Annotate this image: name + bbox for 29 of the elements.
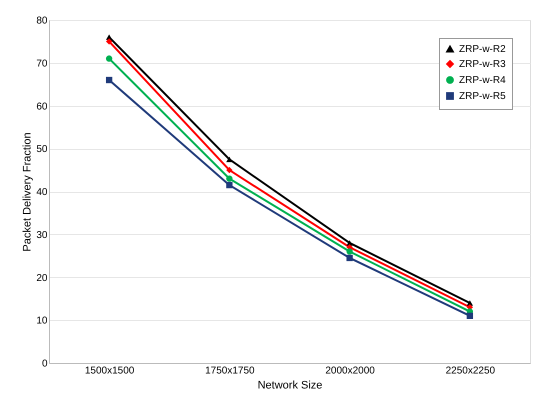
y-axis-title: Packet Delivery Fraction <box>21 132 34 252</box>
legend-label: ZRP-w-R4 <box>459 75 506 86</box>
point <box>346 248 353 255</box>
legend-label: ZRP-w-R5 <box>459 91 506 102</box>
y-tick-label: 60 <box>36 101 48 112</box>
y-tick-label: 20 <box>36 272 48 284</box>
x-tick-label: 1500x1500 <box>84 366 135 376</box>
y-tick-label: 40 <box>36 187 48 198</box>
point <box>106 76 112 84</box>
x-axis-title: Network Size <box>258 380 322 392</box>
y-tick-label: 30 <box>36 230 48 241</box>
point <box>346 254 353 262</box>
point <box>106 55 112 62</box>
x-tick-label: 2250x2250 <box>446 366 496 376</box>
point <box>226 156 233 162</box>
point <box>106 38 112 45</box>
point <box>226 175 233 182</box>
point <box>466 312 474 319</box>
x-tick-label: 1750x1750 <box>205 366 256 376</box>
legend-label: ZRP-w-R3 <box>459 59 506 70</box>
legend-label: ZRP-w-R2 <box>459 44 506 55</box>
y-tick-label: 80 <box>36 16 48 26</box>
point <box>226 182 233 188</box>
y-tick-label: 70 <box>36 58 48 70</box>
point <box>226 166 233 174</box>
y-tick-label: 0 <box>42 358 48 370</box>
y-tick-label: 10 <box>36 316 48 327</box>
y-tick-label: 50 <box>36 144 48 156</box>
x-tick-label: 2000x2000 <box>325 366 376 376</box>
